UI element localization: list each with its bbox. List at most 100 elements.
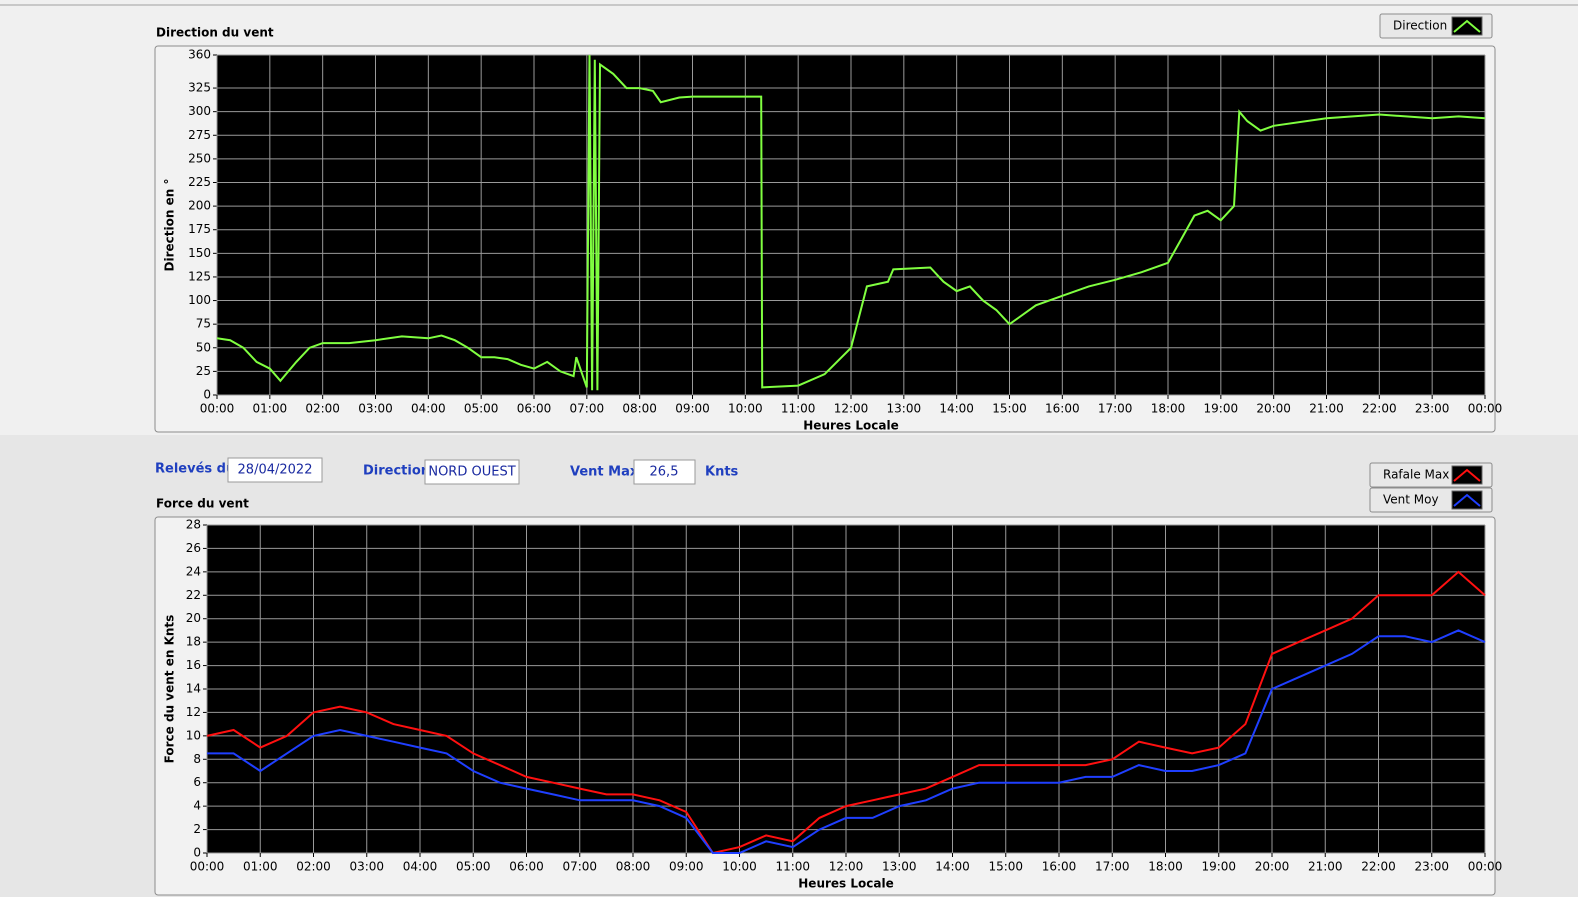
x-tick-label: 00:00: [200, 402, 235, 416]
input-box[interactable]: [633, 459, 696, 485]
input-box[interactable]: [227, 457, 323, 483]
y-tick-label: 0: [193, 846, 201, 860]
legend-swatch: [1451, 490, 1483, 510]
date-value: 28/04/2022: [238, 463, 313, 478]
y-tick-label: 325: [188, 81, 211, 95]
x-tick-label: 23:00: [1415, 402, 1450, 416]
x-tick-label: 10:00: [728, 402, 763, 416]
x-tick-label: 13:00: [882, 860, 917, 874]
y-tick-label: 22: [186, 588, 201, 602]
input-box[interactable]: [424, 459, 520, 485]
x-tick-label: 19:00: [1201, 860, 1236, 874]
y-tick-label: 250: [188, 151, 211, 165]
data-line: [207, 629, 1486, 854]
y-tick-label: 14: [186, 682, 201, 696]
y-tick-label: 25: [196, 364, 211, 378]
x-tick-label: 14:00: [939, 402, 974, 416]
x-tick-label: 20:00: [1255, 860, 1290, 874]
y-axis-label: Direction en °: [163, 179, 177, 272]
data-line: [206, 570, 1486, 855]
x-tick-label: 06:00: [509, 860, 544, 874]
y-tick-label: 75: [196, 317, 211, 331]
x-tick-label: 00:00: [190, 860, 225, 874]
data-line: [216, 54, 1486, 391]
chart-title: Force du vent: [156, 497, 249, 511]
x-axis-label: Heures Locale: [798, 877, 893, 891]
y-tick-label: 125: [188, 269, 211, 283]
legend-line: [1453, 493, 1481, 507]
y-tick-label: 275: [188, 128, 211, 142]
x-tick-label: 21:00: [1309, 402, 1344, 416]
x-tick-label: 11:00: [781, 402, 816, 416]
x-tick-label: 17:00: [1098, 402, 1133, 416]
y-tick-label: 20: [186, 611, 201, 625]
y-tick-label: 6: [193, 775, 201, 789]
y-tick-label: 360: [188, 48, 211, 62]
x-tick-label: 12:00: [829, 860, 864, 874]
y-tick-label: 225: [188, 175, 211, 189]
x-tick-label: 15:00: [992, 402, 1027, 416]
x-tick-label: 08:00: [616, 860, 651, 874]
x-tick-label: 07:00: [562, 860, 597, 874]
y-tick-label: 175: [188, 222, 211, 236]
x-tick-label: 09:00: [675, 402, 710, 416]
x-tick-label: 00:00: [1468, 860, 1503, 874]
label: Vent Max: [570, 465, 639, 480]
x-tick-label: 08:00: [622, 402, 657, 416]
legend-label: Direction: [1393, 19, 1447, 33]
y-tick-label: 12: [186, 705, 201, 719]
x-axis-label: Heures Locale: [803, 419, 898, 433]
x-tick-label: 22:00: [1362, 402, 1397, 416]
x-tick-label: 05:00: [464, 402, 499, 416]
x-tick-label: 04:00: [403, 860, 438, 874]
y-tick-label: 18: [186, 635, 201, 649]
legend-label: Rafale Max: [1383, 468, 1449, 482]
chart-title: Direction du vent: [156, 26, 274, 40]
x-tick-label: 18:00: [1148, 860, 1183, 874]
legend-label: Vent Moy: [1383, 493, 1439, 507]
vent-max-value: 26,5: [650, 465, 679, 480]
x-tick-label: 01:00: [253, 402, 288, 416]
x-tick-label: 05:00: [456, 860, 491, 874]
y-tick-label: 10: [186, 728, 201, 742]
label: Relevés du: [155, 462, 235, 477]
x-tick-label: 07:00: [570, 402, 605, 416]
x-tick-label: 14:00: [935, 860, 970, 874]
label: Direction: [363, 464, 430, 479]
y-tick-label: 28: [186, 518, 201, 532]
legend-line: [1453, 468, 1481, 482]
x-tick-label: 21:00: [1308, 860, 1343, 874]
legend-swatch: [1451, 16, 1483, 36]
x-tick-label: 18:00: [1151, 402, 1186, 416]
x-tick-label: 00:00: [1468, 402, 1503, 416]
y-axis-label: Force du vent en Knts: [163, 615, 177, 764]
direction-value: NORD OUEST: [428, 465, 515, 480]
y-tick-label: 100: [188, 293, 211, 307]
x-tick-label: 15:00: [988, 860, 1023, 874]
legend-swatch: [1451, 465, 1483, 485]
y-tick-label: 150: [188, 246, 211, 260]
x-tick-label: 03:00: [358, 402, 393, 416]
unit: Knts: [705, 465, 739, 480]
x-tick-label: 22:00: [1361, 860, 1396, 874]
x-tick-label: 16:00: [1045, 402, 1080, 416]
x-tick-label: 16:00: [1042, 860, 1077, 874]
legend-line: [1453, 19, 1481, 33]
y-tick-label: 24: [186, 564, 201, 578]
x-tick-label: 12:00: [834, 402, 869, 416]
x-tick-label: 09:00: [669, 860, 704, 874]
x-tick-label: 17:00: [1095, 860, 1130, 874]
y-tick-label: 0: [203, 388, 211, 402]
x-tick-label: 23:00: [1414, 860, 1449, 874]
y-tick-label: 50: [196, 340, 211, 354]
y-tick-label: 8: [193, 752, 201, 766]
x-tick-label: 20:00: [1256, 402, 1291, 416]
x-tick-label: 01:00: [243, 860, 278, 874]
x-tick-label: 03:00: [349, 860, 384, 874]
x-tick-label: 10:00: [722, 860, 757, 874]
x-tick-label: 11:00: [775, 860, 810, 874]
y-tick-label: 16: [186, 658, 201, 672]
y-tick-label: 200: [188, 199, 211, 213]
y-tick-label: 2: [193, 822, 201, 836]
x-tick-label: 19:00: [1204, 402, 1239, 416]
